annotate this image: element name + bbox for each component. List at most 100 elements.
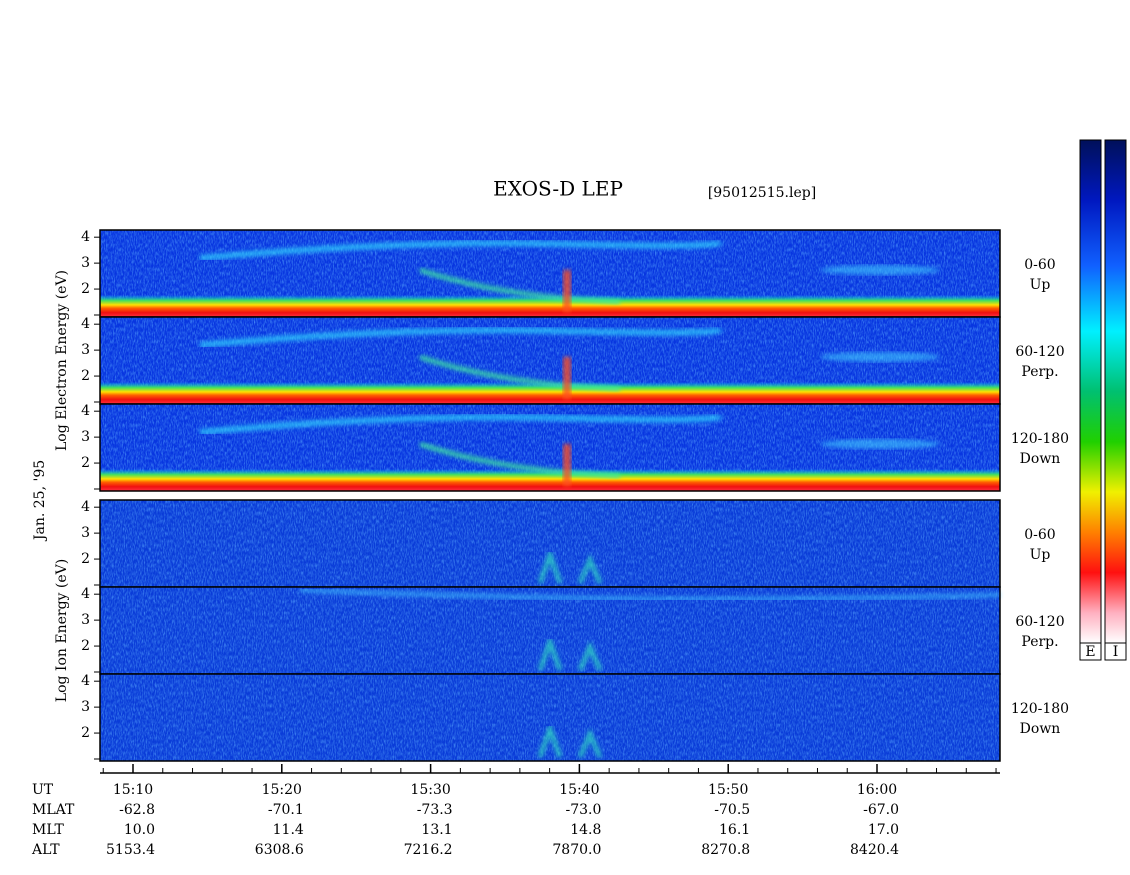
energy-band — [100, 469, 1000, 491]
angle-label: 0-60 — [1024, 257, 1055, 273]
x-tick-label: 15:40 — [559, 782, 599, 798]
row-label: ALT — [31, 842, 60, 858]
panel-texture — [100, 674, 1000, 761]
y-axis-label: Log Electron Energy (eV) — [54, 270, 70, 451]
row-value: 10.0 — [124, 822, 155, 838]
feature-streak — [419, 441, 621, 479]
row-value: -70.1 — [268, 802, 304, 818]
feature-spike — [563, 357, 571, 399]
y-tick-label: 4 — [81, 229, 90, 245]
y-tick-label: 3 — [81, 342, 90, 358]
y-tick-label: 2 — [81, 551, 90, 567]
colorbar-label-box — [1104, 642, 1127, 661]
row-value: 8270.8 — [701, 842, 750, 858]
angle-label: 120-180 — [1011, 431, 1069, 447]
direction-label: Up — [1030, 277, 1051, 293]
energy-band — [100, 295, 1000, 317]
y-axis-label: Log Ion Energy (eV) — [54, 559, 70, 702]
row-value: 13.1 — [421, 822, 452, 838]
feature-spike — [563, 270, 571, 312]
feature-streak — [537, 721, 603, 758]
row-value: 8420.4 — [850, 842, 899, 858]
colorbar-label: E — [1085, 644, 1095, 660]
direction-label: Down — [1020, 721, 1061, 737]
y-tick-label: 3 — [81, 612, 90, 628]
row-value: -70.5 — [714, 802, 750, 818]
row-value: -67.0 — [863, 802, 899, 818]
angle-label: 0-60 — [1024, 527, 1055, 543]
feature-blob — [820, 439, 940, 449]
row-label: UT — [32, 782, 54, 798]
y-tick-label: 3 — [81, 429, 90, 445]
date-label: Jan. 25, '95 — [32, 460, 48, 542]
feature-blob — [820, 352, 940, 362]
spectrogram-panel — [99, 316, 1001, 405]
spectrogram-panel — [99, 229, 1001, 318]
direction-label: Perp. — [1021, 634, 1058, 650]
angle-label: 60-120 — [1015, 344, 1064, 360]
energy-band — [100, 382, 1000, 404]
feature-spike — [563, 444, 571, 486]
y-tick-label: 4 — [81, 316, 90, 332]
y-tick-label: 2 — [81, 725, 90, 741]
angle-label: 120-180 — [1011, 701, 1069, 717]
y-tick-label: 2 — [81, 368, 90, 384]
spectrogram-panel — [99, 673, 1001, 762]
x-tick-label: 15:10 — [113, 782, 153, 798]
direction-label: Up — [1030, 547, 1051, 563]
y-tick-label: 4 — [81, 499, 90, 515]
row-value: 7216.2 — [404, 842, 453, 858]
feature-streak — [537, 634, 603, 671]
feature-streak — [199, 239, 723, 261]
spectrogram-panel — [99, 586, 1001, 675]
y-tick-label: 3 — [81, 699, 90, 715]
y-tick-label: 3 — [81, 525, 90, 541]
row-value: 7870.0 — [552, 842, 601, 858]
title: EXOS-D LEP — [493, 177, 623, 201]
feature-streak — [419, 354, 621, 392]
row-value: -73.3 — [417, 802, 453, 818]
direction-label: Perp. — [1021, 364, 1058, 380]
row-value: 5153.4 — [106, 842, 155, 858]
panel-texture — [100, 500, 1000, 587]
x-tick-label: 15:20 — [262, 782, 302, 798]
colorbar-label-box — [1079, 642, 1102, 661]
spectrogram-panel — [99, 403, 1001, 492]
panel-frame — [99, 673, 1001, 762]
panel-texture — [100, 587, 1000, 674]
x-tick-label: 15:50 — [708, 782, 748, 798]
y-tick-label: 2 — [81, 638, 90, 654]
y-tick-label: 4 — [81, 673, 90, 689]
colorbar — [1079, 139, 1102, 644]
x-tick-label: 15:30 — [410, 782, 450, 798]
feature-streak — [299, 587, 1001, 602]
y-tick-label: 3 — [81, 255, 90, 271]
colorbar-label: I — [1113, 644, 1119, 660]
row-value: 6308.6 — [255, 842, 304, 858]
row-value: -62.8 — [119, 802, 155, 818]
feature-streak — [419, 267, 621, 305]
y-tick-label: 4 — [81, 586, 90, 602]
colorbar — [1104, 139, 1127, 644]
row-value: 16.1 — [719, 822, 750, 838]
direction-label: Down — [1020, 451, 1061, 467]
row-value: 14.8 — [570, 822, 601, 838]
y-tick-label: 2 — [81, 455, 90, 471]
row-label: MLT — [32, 822, 64, 838]
row-value: 17.0 — [868, 822, 899, 838]
row-value: 11.4 — [273, 822, 304, 838]
angle-label: 60-120 — [1015, 614, 1064, 630]
y-tick-label: 2 — [81, 281, 90, 297]
panel-frame — [99, 403, 1001, 492]
row-label: MLAT — [32, 802, 75, 818]
feature-streak — [537, 547, 603, 584]
spectrogram-panel — [99, 499, 1001, 588]
file-name: [95012515.lep] — [708, 185, 816, 201]
feature-blob — [820, 265, 940, 275]
feature-streak — [199, 326, 723, 348]
x-tick-label: 16:00 — [857, 782, 897, 798]
y-tick-label: 4 — [81, 403, 90, 419]
feature-streak — [199, 413, 723, 435]
row-value: -73.0 — [565, 802, 601, 818]
